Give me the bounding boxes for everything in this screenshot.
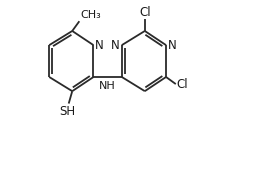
Text: Cl: Cl [139,6,151,19]
Text: N: N [111,39,120,52]
Text: N: N [168,39,177,52]
Text: Cl: Cl [177,78,188,91]
Text: CH₃: CH₃ [80,10,101,20]
Text: N: N [95,39,104,52]
Text: SH: SH [59,105,75,118]
Text: NH: NH [99,81,116,91]
